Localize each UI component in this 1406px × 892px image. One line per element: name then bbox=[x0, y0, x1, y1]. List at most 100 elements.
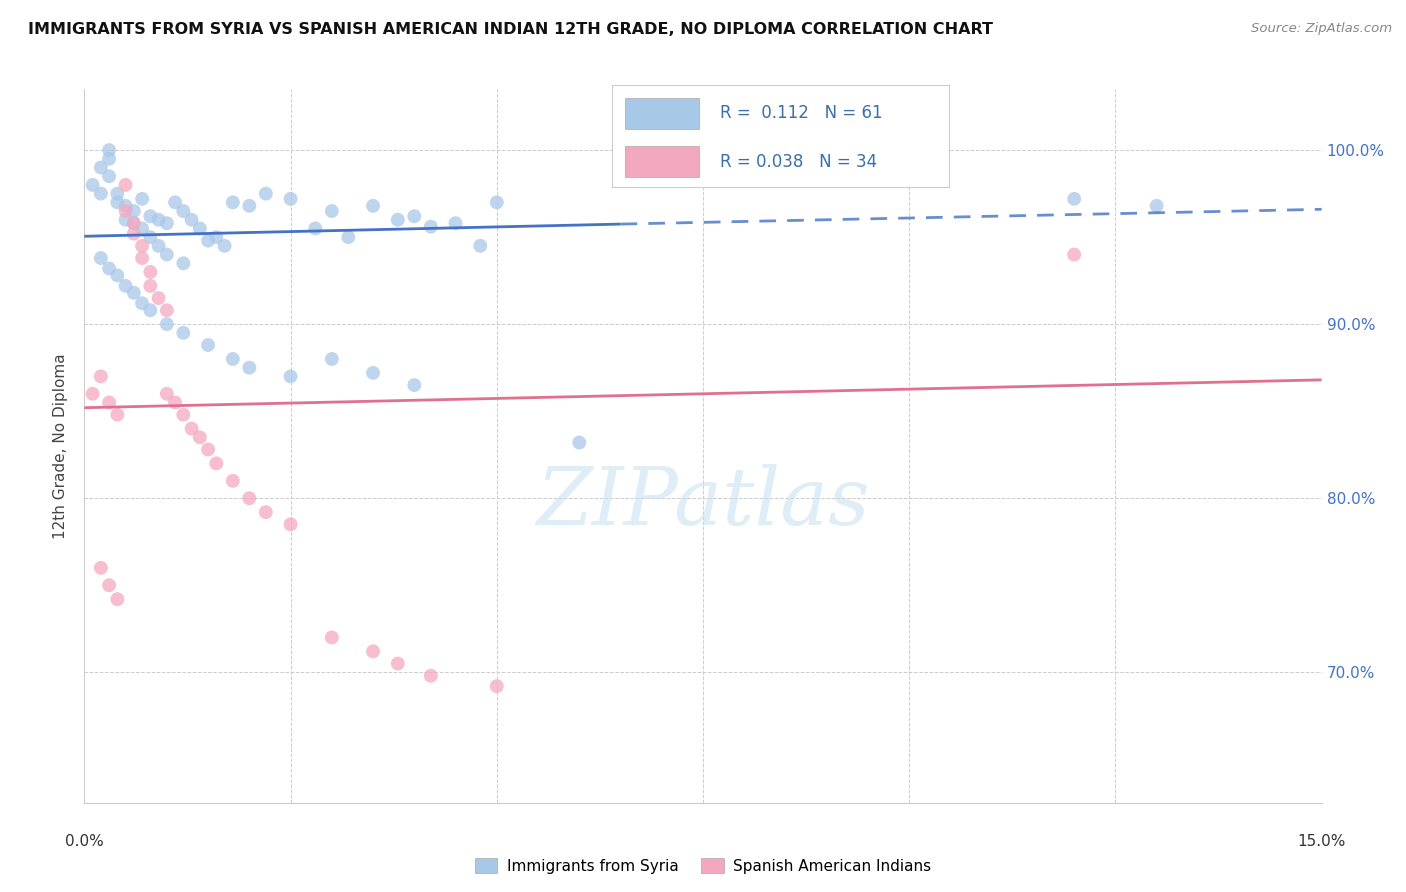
Point bbox=[98, 143, 121, 157]
FancyBboxPatch shape bbox=[626, 98, 699, 128]
Point bbox=[105, 195, 128, 210]
Point bbox=[122, 285, 145, 300]
Point bbox=[131, 192, 153, 206]
Point bbox=[419, 219, 441, 234]
Point bbox=[361, 644, 384, 658]
Point bbox=[105, 592, 128, 607]
Point bbox=[172, 256, 194, 270]
Point bbox=[1146, 199, 1168, 213]
Point bbox=[114, 212, 136, 227]
Point bbox=[165, 395, 187, 409]
Text: 15.0%: 15.0% bbox=[1298, 834, 1346, 849]
Point bbox=[205, 457, 228, 471]
Point bbox=[197, 442, 219, 457]
Point bbox=[98, 152, 121, 166]
Point bbox=[131, 239, 153, 253]
Point bbox=[222, 474, 245, 488]
Text: ZIPatlas: ZIPatlas bbox=[536, 465, 870, 541]
Point bbox=[156, 216, 179, 230]
Point bbox=[1063, 247, 1085, 261]
Point bbox=[238, 199, 260, 213]
Point bbox=[122, 227, 145, 241]
Point bbox=[114, 178, 136, 192]
Point bbox=[337, 230, 360, 244]
Point bbox=[139, 278, 162, 293]
Point bbox=[568, 435, 591, 450]
Point bbox=[156, 317, 179, 331]
Point bbox=[280, 192, 302, 206]
Point bbox=[321, 351, 343, 366]
Point bbox=[148, 212, 170, 227]
Point bbox=[280, 517, 302, 532]
Point bbox=[114, 199, 136, 213]
Point bbox=[82, 178, 104, 192]
Point bbox=[139, 209, 162, 223]
Point bbox=[197, 338, 219, 352]
Point bbox=[139, 230, 162, 244]
Point bbox=[90, 561, 112, 575]
Point bbox=[148, 291, 170, 305]
Point bbox=[197, 234, 219, 248]
Point bbox=[90, 251, 112, 265]
Point bbox=[90, 369, 112, 384]
Point bbox=[122, 216, 145, 230]
Point bbox=[114, 278, 136, 293]
Point bbox=[82, 386, 104, 401]
Point bbox=[361, 366, 384, 380]
Point bbox=[214, 239, 236, 253]
Point bbox=[156, 303, 179, 318]
Text: IMMIGRANTS FROM SYRIA VS SPANISH AMERICAN INDIAN 12TH GRADE, NO DIPLOMA CORRELAT: IMMIGRANTS FROM SYRIA VS SPANISH AMERICA… bbox=[28, 22, 993, 37]
Point bbox=[131, 221, 153, 235]
Point bbox=[180, 212, 202, 227]
Point bbox=[139, 303, 162, 318]
Text: R = 0.038   N = 34: R = 0.038 N = 34 bbox=[720, 153, 877, 170]
Point bbox=[172, 204, 194, 219]
Point bbox=[404, 209, 426, 223]
Point bbox=[222, 351, 245, 366]
Point bbox=[131, 296, 153, 310]
Point bbox=[321, 204, 343, 219]
Point bbox=[114, 204, 136, 219]
Point bbox=[156, 247, 179, 261]
Point bbox=[165, 195, 187, 210]
Point bbox=[98, 395, 121, 409]
FancyBboxPatch shape bbox=[626, 146, 699, 177]
Point bbox=[131, 251, 153, 265]
Point bbox=[188, 430, 211, 444]
Point bbox=[172, 408, 194, 422]
Point bbox=[387, 657, 409, 671]
Point bbox=[105, 186, 128, 201]
Point bbox=[156, 386, 179, 401]
Y-axis label: 12th Grade, No Diploma: 12th Grade, No Diploma bbox=[53, 353, 69, 539]
Point bbox=[1063, 192, 1085, 206]
Point bbox=[238, 491, 260, 506]
Point bbox=[222, 195, 245, 210]
Point bbox=[404, 378, 426, 392]
Point bbox=[321, 631, 343, 645]
Point bbox=[238, 360, 260, 375]
Point bbox=[419, 669, 441, 683]
Point bbox=[470, 239, 492, 253]
Text: R =  0.112   N = 61: R = 0.112 N = 61 bbox=[720, 104, 882, 122]
Point bbox=[254, 186, 277, 201]
Point bbox=[304, 221, 326, 235]
Point bbox=[172, 326, 194, 340]
Point bbox=[205, 230, 228, 244]
Point bbox=[485, 679, 508, 693]
Point bbox=[148, 239, 170, 253]
Point bbox=[105, 268, 128, 283]
Point bbox=[122, 216, 145, 230]
Point bbox=[105, 408, 128, 422]
Text: Source: ZipAtlas.com: Source: ZipAtlas.com bbox=[1251, 22, 1392, 36]
Point bbox=[122, 204, 145, 219]
Point bbox=[98, 261, 121, 276]
Point bbox=[98, 169, 121, 184]
Point bbox=[485, 195, 508, 210]
Point bbox=[361, 199, 384, 213]
Point bbox=[188, 221, 211, 235]
Point bbox=[387, 212, 409, 227]
Point bbox=[90, 161, 112, 175]
Point bbox=[180, 421, 202, 435]
Point bbox=[90, 186, 112, 201]
Point bbox=[444, 216, 467, 230]
